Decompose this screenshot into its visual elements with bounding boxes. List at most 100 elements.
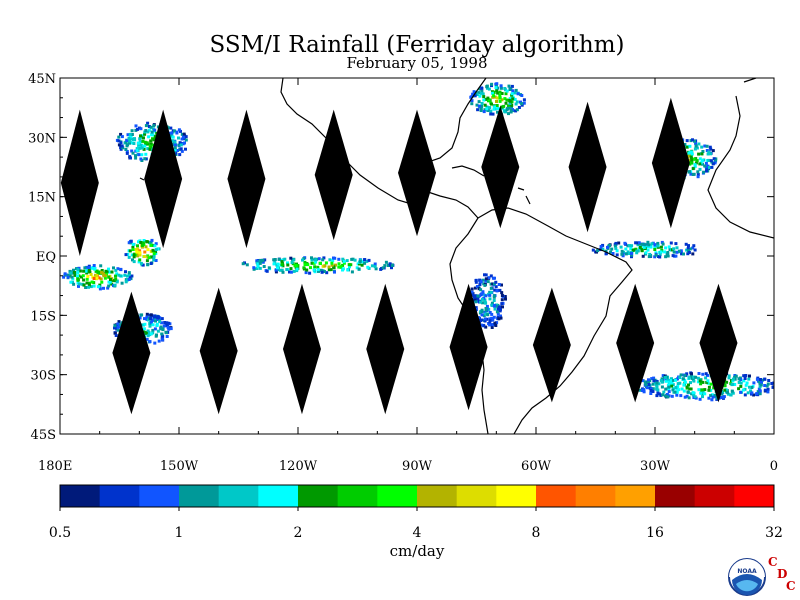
- rain-cell: [661, 242, 665, 246]
- rain-cell: [131, 248, 135, 251]
- swath-gap-diamond: [651, 97, 690, 229]
- rain-cell: [508, 102, 512, 105]
- rain-cell: [672, 247, 676, 251]
- rain-cell: [699, 391, 703, 395]
- rain-cell: [495, 100, 498, 103]
- rain-cell: [116, 322, 120, 326]
- rain-cell: [144, 124, 148, 128]
- rain-cell: [513, 97, 517, 101]
- rain-cell: [94, 269, 98, 273]
- rain-cell: [471, 293, 475, 297]
- rain-cell: [173, 129, 177, 133]
- rain-cell: [480, 292, 484, 296]
- rain-cell: [620, 249, 624, 253]
- rain-cell: [482, 95, 486, 99]
- rain-cell: [140, 244, 144, 247]
- rain-cell: [114, 268, 118, 272]
- rain-cell: [142, 136, 145, 140]
- rain-cell: [127, 278, 131, 281]
- rain-cell: [334, 263, 337, 267]
- rain-cell: [522, 101, 526, 105]
- coastline-caribbean: [517, 187, 531, 205]
- rain-cell: [642, 388, 646, 392]
- rain-cell: [134, 128, 138, 132]
- rain-cell: [475, 285, 479, 288]
- rain-cell: [301, 258, 304, 262]
- rain-cell: [331, 259, 335, 263]
- colorbar-tick-label: 2: [294, 525, 303, 541]
- rain-cell: [485, 85, 489, 89]
- rain-cell: [387, 264, 390, 267]
- rain-cell: [609, 250, 612, 254]
- rain-cell: [731, 391, 735, 395]
- rain-cell: [687, 383, 690, 387]
- rain-cell: [479, 280, 483, 284]
- rain-cell: [611, 252, 615, 255]
- rain-cell: [183, 137, 186, 141]
- rain-cell: [634, 241, 638, 245]
- rain-cell: [161, 328, 165, 332]
- rain-cell: [138, 146, 142, 150]
- rain-cell: [488, 290, 492, 294]
- rain-cell: [117, 139, 121, 143]
- rain-cell: [694, 375, 698, 379]
- rain-cell: [510, 103, 514, 107]
- rain-cell: [624, 247, 628, 251]
- rain-cell: [730, 389, 734, 393]
- rain-cell: [136, 244, 139, 248]
- rain-cell: [679, 249, 683, 253]
- rain-cell: [629, 247, 633, 250]
- rain-cell: [91, 266, 95, 269]
- rain-cell: [134, 154, 137, 158]
- rain-cell: [316, 265, 320, 269]
- page-title: SSM/I Rainfall (Ferriday algorithm): [209, 32, 625, 58]
- rain-cell: [374, 267, 378, 271]
- colorbar-swatch: [655, 485, 696, 507]
- rain-cell: [494, 82, 498, 86]
- rain-cell: [73, 270, 76, 274]
- rain-cell: [635, 251, 639, 255]
- rain-cell: [160, 332, 164, 336]
- rain-cell: [492, 315, 496, 319]
- rain-cell: [647, 243, 651, 247]
- rain-cell: [485, 304, 489, 308]
- rain-cell: [756, 390, 760, 394]
- rain-cell: [772, 385, 774, 389]
- rain-cell: [302, 266, 306, 270]
- rain-cell: [151, 318, 155, 322]
- rain-cell: [85, 281, 89, 285]
- rain-cell: [487, 87, 491, 91]
- rain-cell: [92, 284, 96, 288]
- rain-cell: [280, 268, 284, 272]
- rain-cell: [715, 396, 719, 400]
- rain-cell: [148, 324, 152, 328]
- rain-cell: [671, 388, 675, 392]
- lat-tick-label: 45N: [28, 72, 56, 87]
- rain-cell: [102, 286, 105, 290]
- rain-cell: [643, 380, 647, 384]
- rain-cell: [114, 334, 118, 337]
- rain-cell: [508, 99, 512, 103]
- noaa-logo-text: NOAA: [737, 568, 757, 575]
- rain-cell: [113, 324, 117, 328]
- colorbar-swatch: [99, 485, 140, 507]
- rain-cell: [649, 389, 653, 392]
- rain-cell: [319, 261, 322, 265]
- rain-cell: [655, 384, 659, 387]
- rain-cell: [731, 377, 735, 381]
- rain-cell: [660, 380, 664, 384]
- rain-cell: [63, 272, 67, 276]
- rain-cell: [484, 312, 488, 316]
- rain-cell: [500, 92, 504, 95]
- rain-cell: [173, 143, 177, 147]
- rain-cell: [509, 110, 513, 114]
- rain-cell: [333, 270, 336, 274]
- rain-cell: [697, 372, 701, 375]
- rain-cell: [153, 341, 157, 345]
- rain-cell: [698, 397, 702, 401]
- rain-cell: [494, 86, 498, 90]
- rain-cell: [727, 374, 731, 378]
- rain-cell: [488, 293, 492, 297]
- rain-cell: [647, 255, 651, 259]
- rain-cell: [126, 274, 129, 278]
